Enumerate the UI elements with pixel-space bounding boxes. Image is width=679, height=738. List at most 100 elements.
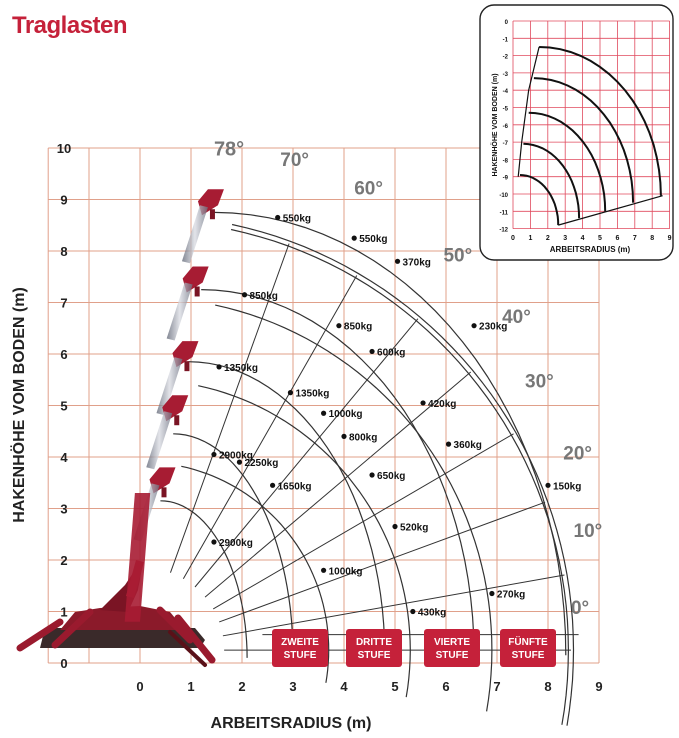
angle-labels: 0° 10° 20° 30° 40° 50° 60° 70° 78° xyxy=(214,139,602,619)
load-point-marker xyxy=(236,459,243,465)
load-point-label: 850kg xyxy=(250,291,278,302)
crane-illustration xyxy=(16,189,224,667)
load-point-marker xyxy=(275,214,281,221)
boom-shaft xyxy=(166,282,193,341)
x-tick-label: 9 xyxy=(595,679,602,694)
hook-block xyxy=(161,487,167,498)
inset-x-tick: 1 xyxy=(528,235,532,242)
stage-badge-bg xyxy=(424,629,480,667)
inset-x-title: ARBEITSRADIUS (m) xyxy=(550,245,631,254)
load-point-label: 1000kg xyxy=(329,409,363,420)
load-point-label: 850kg xyxy=(344,322,372,333)
stage-badge-label: DRITTE xyxy=(356,637,392,648)
x-tick-label: 8 xyxy=(544,679,551,694)
inset-x-tick: 8 xyxy=(650,235,654,242)
load-point: 520kg xyxy=(392,523,428,534)
load-point: 550kg xyxy=(351,234,388,245)
stage-badge: DRITTE STUFE xyxy=(346,629,402,667)
x-tick-label: 5 xyxy=(391,679,398,694)
stage-badge-label: STUFE xyxy=(358,650,391,661)
inset-y-title: HAKENHÖHE VOM BODEN (m) xyxy=(490,73,499,176)
inset-y-tick: -1 xyxy=(503,37,509,43)
y-axis-title: HAKENHÖHE VOM BODEN (m) xyxy=(9,287,28,523)
load-point: 360kg xyxy=(445,440,482,451)
inset-y-tick: -10 xyxy=(499,193,508,199)
load-point: 420kg xyxy=(420,399,456,410)
inset-x-tick: 4 xyxy=(581,235,585,242)
angle-label: 30° xyxy=(525,371,554,392)
load-point-marker xyxy=(369,472,375,478)
boom-head xyxy=(166,266,209,341)
load-point-marker xyxy=(394,258,401,264)
load-point-label: 270kg xyxy=(497,589,525,600)
stage-badge-bg xyxy=(272,629,328,667)
load-points: 550kg 550kg 370kg 850kg 850kg 600kg 230kg 1350k… xyxy=(211,214,581,619)
load-point-label: 360kg xyxy=(454,440,482,451)
load-point: 800kg xyxy=(341,432,377,443)
load-point-marker xyxy=(471,323,477,329)
load-point-marker xyxy=(420,400,426,406)
stage-badge-label: STUFE xyxy=(512,650,545,661)
load-point: 1350kg xyxy=(287,389,329,400)
stage-badges: ZWEITE STUFE DRITTE STUFE VIERTE STUFE FÜNFTE S… xyxy=(272,629,556,667)
stage-badge-label: FÜNFTE xyxy=(508,635,548,648)
load-point: 150kg xyxy=(545,481,581,492)
load-point-marker xyxy=(241,292,248,298)
y-tick-label: 1 xyxy=(60,605,67,620)
load-point: 1650kg xyxy=(270,481,312,492)
boom-head xyxy=(146,395,189,470)
inset-y-tick: -9 xyxy=(503,176,509,182)
inset-arc xyxy=(533,77,635,203)
load-point-marker xyxy=(287,390,294,396)
load-point-marker xyxy=(341,433,347,439)
hook-block xyxy=(194,286,200,297)
inset-x-tick: 0 xyxy=(511,235,515,242)
inset-y-tick: -12 xyxy=(499,228,508,234)
inset-x-tick: 5 xyxy=(598,235,602,242)
stage-badge-label: VIERTE xyxy=(434,637,470,648)
inset-y-tick: -2 xyxy=(503,55,509,61)
stage-arc xyxy=(198,385,411,698)
angle-label: 0° xyxy=(571,598,589,619)
load-point-label: 420kg xyxy=(428,399,456,410)
inset-y-tick: -5 xyxy=(503,107,509,113)
load-point-marker xyxy=(211,451,217,458)
stage-badge-label: STUFE xyxy=(284,650,317,661)
load-point-label: 550kg xyxy=(283,214,311,225)
inset-y-tick: -3 xyxy=(503,72,509,78)
load-point: 1350kg xyxy=(216,363,258,374)
inset-base-line xyxy=(558,195,663,226)
angle-label: 70° xyxy=(280,150,309,171)
inset-frame xyxy=(479,4,674,261)
load-point-label: 230kg xyxy=(479,322,507,333)
load-point: 1000kg xyxy=(321,566,363,577)
angle-label: 20° xyxy=(563,444,592,465)
x-tick-label: 1 xyxy=(187,679,194,694)
inset-x-tick: 3 xyxy=(563,235,567,242)
load-point-marker xyxy=(445,441,452,447)
load-point-marker xyxy=(321,410,327,416)
load-point-marker xyxy=(392,523,398,530)
x-tick-label: 4 xyxy=(340,679,348,694)
load-point-label: 1000kg xyxy=(329,566,363,577)
inset-y-tick: -4 xyxy=(503,89,509,95)
load-point-marker xyxy=(321,567,327,573)
load-point-marker xyxy=(369,348,375,355)
stage-badge-label: ZWEITE xyxy=(281,637,319,648)
x-tick-label: 6 xyxy=(442,679,449,694)
load-point: 2900kg xyxy=(211,450,253,461)
inset-chart: 0 1 2 3 4 5 6 7 8 9 0 -1 -2 -3 -4 -5 -6 -7 -8 -9 -10 -11 -12 AR… xyxy=(479,4,674,261)
stage-arc xyxy=(231,223,575,726)
boom-arm xyxy=(124,493,151,622)
hook-curve xyxy=(160,500,248,658)
inset-x-tick: 9 xyxy=(668,235,672,242)
stage-badge: FÜNFTE STUFE xyxy=(500,629,556,667)
stage-badge-bg xyxy=(500,629,556,667)
inset-y-tick: -7 xyxy=(503,141,509,147)
hook-block xyxy=(174,415,180,426)
inset-y-tick: -8 xyxy=(503,158,509,164)
load-point-label: 520kg xyxy=(400,523,428,534)
boom-head xyxy=(156,341,199,416)
